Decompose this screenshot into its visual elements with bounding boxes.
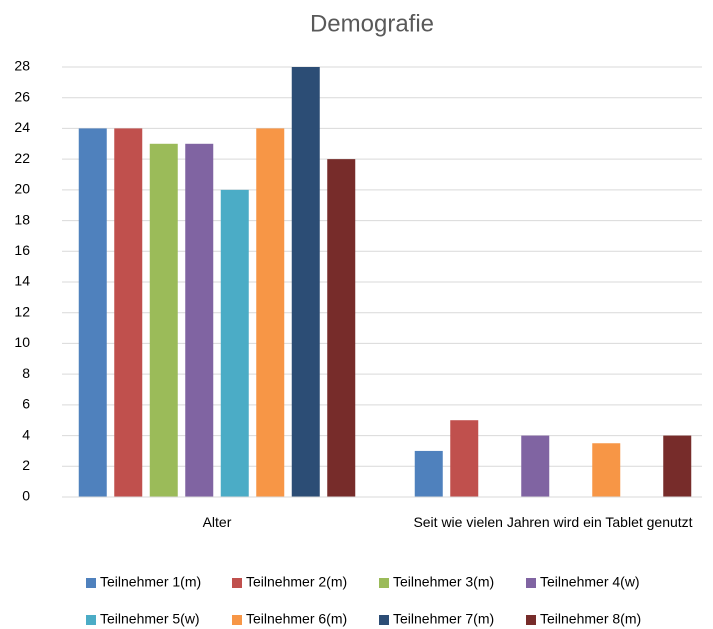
bar	[256, 128, 285, 497]
legend-label: Teilnehmer 2(m)	[246, 574, 347, 590]
y-tick-label: 2	[22, 457, 30, 473]
y-tick-label: 20	[14, 181, 30, 197]
x-tick-label: Alter	[202, 514, 232, 530]
legend-label: Teilnehmer 5(w)	[100, 611, 200, 627]
legend-swatch	[379, 578, 389, 588]
legend-swatch	[86, 578, 96, 588]
y-tick-label: 14	[14, 273, 30, 289]
y-tick-label: 12	[14, 303, 30, 319]
bar	[327, 159, 356, 497]
y-tick-label: 4	[22, 426, 30, 442]
y-tick-label: 0	[22, 488, 30, 504]
y-tick-label: 24	[14, 119, 30, 135]
y-tick-label: 22	[14, 150, 30, 166]
y-tick-label: 16	[14, 242, 30, 258]
bar	[414, 450, 443, 497]
bar	[592, 443, 621, 497]
y-tick-label: 18	[14, 211, 30, 227]
legend-label: Teilnehmer 7(m)	[393, 611, 494, 627]
x-tick-label: Seit wie vielen Jahren wird ein Tablet g…	[413, 514, 693, 530]
bar	[114, 128, 143, 497]
chart-title: Demografie	[310, 10, 434, 37]
bar	[291, 67, 320, 497]
y-tick-label: 28	[14, 58, 30, 74]
bar	[663, 435, 692, 497]
bar	[149, 143, 178, 498]
bar	[521, 435, 550, 497]
y-tick-label: 6	[22, 396, 30, 412]
legend-swatch	[526, 578, 536, 588]
y-tick-label: 10	[14, 334, 30, 350]
bar	[450, 420, 479, 497]
y-tick-label: 8	[22, 365, 30, 381]
legend-label: Teilnehmer 6(m)	[246, 611, 347, 627]
legend-swatch	[232, 615, 242, 625]
bar	[78, 128, 107, 497]
y-tick-label: 26	[14, 88, 30, 104]
legend-label: Teilnehmer 3(m)	[393, 574, 494, 590]
legend-swatch	[86, 615, 96, 625]
legend-label: Teilnehmer 8(m)	[540, 611, 641, 627]
legend-label: Teilnehmer 4(w)	[540, 574, 640, 590]
bar	[185, 143, 214, 498]
legend-swatch	[232, 578, 242, 588]
bar	[220, 189, 249, 497]
legend-swatch	[379, 615, 389, 625]
legend-label: Teilnehmer 1(m)	[100, 574, 201, 590]
legend-swatch	[526, 615, 536, 625]
